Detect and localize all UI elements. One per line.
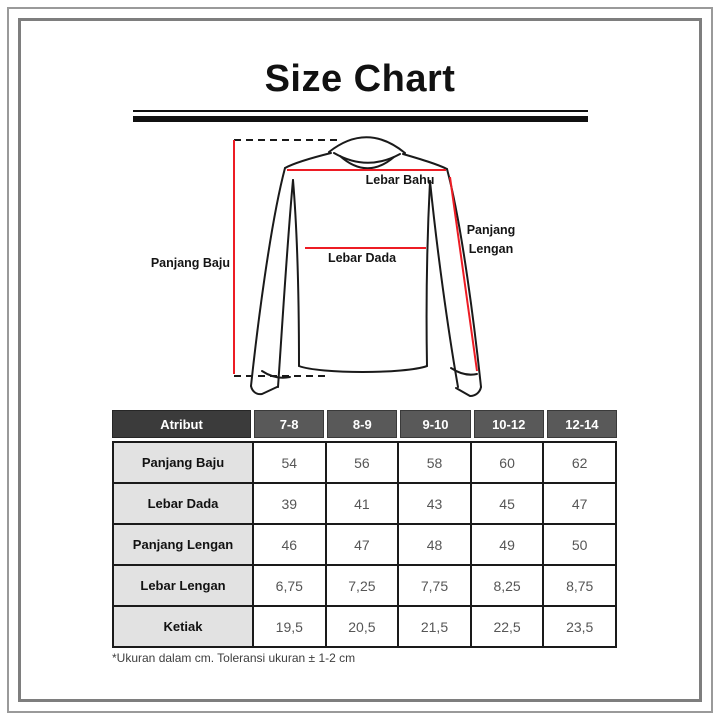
column-header-size-3: 9-10 xyxy=(400,410,471,438)
underline-thin-bar xyxy=(133,110,588,112)
size-value: 45 xyxy=(471,484,543,523)
right-cuff-fold xyxy=(450,367,478,376)
size-value: 43 xyxy=(399,484,470,523)
right-shoulder-line xyxy=(402,153,448,170)
size-value: 48 xyxy=(399,525,470,564)
row-label: Lebar Lengan xyxy=(114,566,252,605)
title-underline xyxy=(133,110,588,122)
column-header-size-1: 7-8 xyxy=(254,410,325,438)
size-value: 41 xyxy=(326,484,398,523)
size-value: 6,75 xyxy=(254,566,325,605)
column-header-size-4: 10-12 xyxy=(473,410,544,438)
size-value: 7,75 xyxy=(399,566,470,605)
size-value: 60 xyxy=(471,443,543,482)
size-value: 7,25 xyxy=(326,566,398,605)
size-value: 47 xyxy=(326,525,398,564)
left-cuff xyxy=(250,385,278,396)
left-shoulder-line xyxy=(284,152,332,169)
size-table-body: Panjang Baju 54 56 58 60 62 Lebar Dada 3… xyxy=(112,441,617,648)
size-value: 20,5 xyxy=(326,607,398,646)
page-title: Size Chart xyxy=(264,58,456,100)
row-label: Lebar Dada xyxy=(114,484,252,523)
footnote: *Ukuran dalam cm. Toleransi ukuran ± 1-2… xyxy=(112,651,356,665)
body-left-side xyxy=(292,179,300,367)
label-lebar-dada: Lebar Dada xyxy=(327,251,397,265)
size-value: 54 xyxy=(254,443,325,482)
column-header-size-2: 8-9 xyxy=(327,410,398,438)
hem-line xyxy=(298,365,428,373)
size-value: 23,5 xyxy=(544,607,615,646)
row-label: Panjang Lengan xyxy=(114,525,252,564)
label-lebar-bahu: Lebar Bahu xyxy=(365,173,435,187)
size-value: 58 xyxy=(399,443,470,482)
size-value: 19,5 xyxy=(254,607,325,646)
size-value: 21,5 xyxy=(399,607,470,646)
size-value: 22,5 xyxy=(471,607,543,646)
size-value: 49 xyxy=(471,525,543,564)
collar-inner-line xyxy=(339,155,395,170)
size-value: 46 xyxy=(254,525,325,564)
size-value: 56 xyxy=(326,443,398,482)
left-sleeve-inner xyxy=(277,179,294,388)
size-value: 62 xyxy=(544,443,615,482)
inner-frame-border xyxy=(7,7,713,713)
size-value: 47 xyxy=(544,484,615,523)
collar-outline xyxy=(328,136,406,154)
label-panjang-baju: Panjang Baju xyxy=(150,256,230,270)
column-header-atribut: Atribut xyxy=(112,410,251,438)
size-value: 50 xyxy=(544,525,615,564)
sleeve-measure-line xyxy=(449,176,478,372)
size-table: Atribut 7-8 8-9 9-10 10-12 12-14 Panjang… xyxy=(112,410,617,648)
size-table-header: Atribut 7-8 8-9 9-10 10-12 12-14 xyxy=(112,410,617,438)
size-value: 8,25 xyxy=(471,566,543,605)
row-label: Ketiak xyxy=(114,607,252,646)
size-value: 8,75 xyxy=(544,566,615,605)
right-sleeve-inner xyxy=(429,180,459,388)
row-label: Panjang Baju xyxy=(114,443,252,482)
label-panjang-lengan: Panjang Lengan xyxy=(466,223,516,256)
right-cuff xyxy=(455,386,482,397)
left-sleeve-outer xyxy=(250,167,286,387)
body-right-side xyxy=(425,180,431,367)
outer-frame-border xyxy=(18,18,702,702)
size-value: 39 xyxy=(254,484,325,523)
column-header-size-5: 12-14 xyxy=(546,410,617,438)
underline-thick-bar xyxy=(133,116,588,122)
